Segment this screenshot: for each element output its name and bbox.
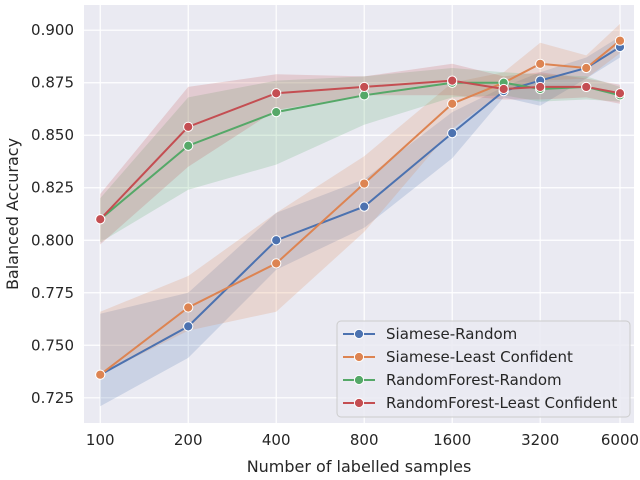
data-point-randomforest-least-confident bbox=[535, 81, 546, 93]
data-point-siamese-random bbox=[359, 201, 370, 212]
legend-label: RandomForest-Least Confident bbox=[386, 394, 617, 412]
data-point-randomforest-least-confident bbox=[498, 83, 509, 95]
data-point-randomforest-least-confident bbox=[359, 81, 370, 93]
x-axis-label: Number of labelled samples bbox=[247, 457, 472, 476]
y-tick-label: 0.800 bbox=[31, 231, 74, 249]
grid-lines bbox=[84, 5, 634, 423]
data-point-siamese-least-confident bbox=[614, 35, 626, 46]
x-tick-label: 1600 bbox=[433, 431, 471, 449]
legend-label: Siamese-Random bbox=[386, 325, 517, 343]
y-tick-label: 0.900 bbox=[31, 21, 74, 39]
legend-marker bbox=[353, 351, 365, 363]
data-point-randomforest-random bbox=[359, 90, 370, 101]
data-point-siamese-least-confident bbox=[183, 302, 194, 313]
legend-label: RandomForest-Random bbox=[386, 371, 562, 389]
y-tick-label: 0.875 bbox=[31, 74, 74, 92]
x-axis-ticks: 100 200 400 800 1600 3200 6000 bbox=[86, 431, 639, 449]
legend-marker bbox=[353, 397, 365, 409]
y-axis-ticks: 0.725 0.750 0.775 0.800 0.825 0.850 0.875 0.900 bbox=[31, 21, 74, 407]
x-tick-label: 800 bbox=[350, 431, 379, 449]
y-tick-label: 0.775 bbox=[31, 284, 74, 302]
data-point-randomforest-least-confident bbox=[95, 214, 106, 225]
y-axis-label: Balanced Accuracy bbox=[3, 138, 22, 290]
data-point-siamese-random bbox=[183, 321, 194, 332]
data-point-randomforest-random bbox=[183, 140, 194, 151]
data-point-siamese-random bbox=[271, 235, 282, 246]
series-points bbox=[95, 35, 626, 380]
data-point-randomforest-least-confident bbox=[447, 75, 458, 86]
y-tick-label: 0.725 bbox=[31, 389, 74, 407]
data-point-randomforest-random bbox=[271, 107, 282, 118]
data-point-siamese-random bbox=[447, 128, 458, 139]
confidence-band-siamese-random bbox=[100, 36, 620, 407]
data-point-siamese-least-confident bbox=[271, 258, 282, 269]
confidence-band-randomforest-least-confident bbox=[100, 63, 620, 245]
data-point-siamese-least-confident bbox=[447, 98, 458, 109]
x-tick-label: 6000 bbox=[601, 431, 639, 449]
data-point-siamese-least-confident bbox=[95, 369, 106, 380]
y-tick-label: 0.825 bbox=[31, 179, 74, 197]
data-point-randomforest-least-confident bbox=[183, 121, 194, 132]
data-point-siamese-least-confident bbox=[359, 178, 370, 189]
legend-label: Siamese-Least Confident bbox=[386, 348, 573, 366]
x-tick-label: 200 bbox=[174, 431, 203, 449]
y-tick-label: 0.850 bbox=[31, 126, 74, 144]
data-point-randomforest-least-confident bbox=[271, 88, 282, 99]
data-point-randomforest-least-confident bbox=[614, 88, 626, 99]
data-point-randomforest-least-confident bbox=[581, 81, 592, 93]
x-tick-label: 400 bbox=[262, 431, 291, 449]
legend-marker bbox=[353, 374, 365, 386]
data-point-siamese-least-confident bbox=[535, 58, 546, 69]
x-tick-label: 100 bbox=[86, 431, 115, 449]
y-tick-label: 0.750 bbox=[31, 336, 74, 354]
legend-marker bbox=[353, 328, 365, 340]
data-point-siamese-least-confident bbox=[581, 62, 592, 74]
legend-box bbox=[336, 320, 631, 418]
x-tick-label: 3200 bbox=[521, 431, 559, 449]
legend: Siamese-Random Siamese-Least Confident Ran… bbox=[336, 320, 631, 418]
